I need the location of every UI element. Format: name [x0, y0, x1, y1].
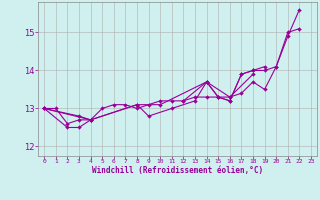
X-axis label: Windchill (Refroidissement éolien,°C): Windchill (Refroidissement éolien,°C)	[92, 166, 263, 175]
